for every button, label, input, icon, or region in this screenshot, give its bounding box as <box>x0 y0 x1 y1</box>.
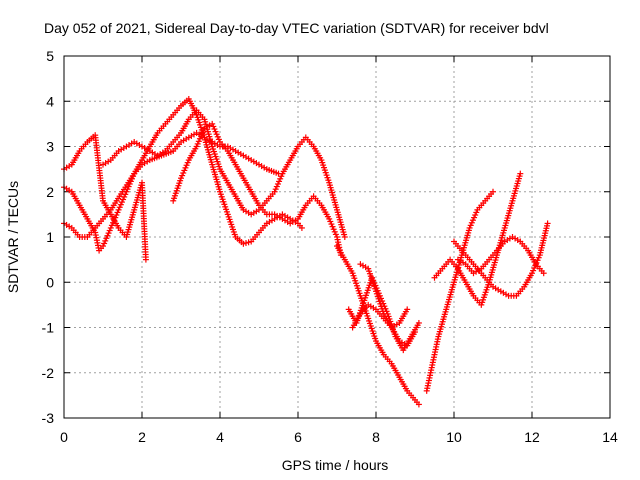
x-tick-label: 14 <box>602 429 618 445</box>
y-tick-label: -2 <box>42 365 55 381</box>
plot-frame <box>63 55 611 419</box>
y-axis-title: SDTVAR / TECUs <box>5 181 21 293</box>
x-tick-label: 0 <box>60 429 68 445</box>
data-point <box>298 224 305 231</box>
series-track-2 <box>61 132 149 263</box>
y-tick-label: -1 <box>42 320 55 336</box>
data-marks <box>61 95 551 408</box>
data-point <box>540 270 547 277</box>
data-point <box>415 401 422 408</box>
data-point <box>341 234 348 240</box>
data-point <box>412 329 418 336</box>
y-tick-label: 2 <box>46 184 54 200</box>
x-tick-label: 2 <box>138 429 146 445</box>
data-point <box>142 256 149 263</box>
y-tick-label: 1 <box>46 229 54 245</box>
x-tick-label: 8 <box>372 429 380 445</box>
data-point <box>544 220 551 227</box>
x-axis-title: GPS time / hours <box>282 457 389 473</box>
y-tick-labels: -3 -2 -1 0 1 2 3 4 5 <box>42 48 55 426</box>
series-track-5 <box>170 120 344 259</box>
x-tick-label: 6 <box>294 429 302 445</box>
series-track-9 <box>349 301 411 331</box>
series-track-11 <box>431 170 524 308</box>
y-tick-label: 5 <box>46 48 54 64</box>
chart-title: Day 052 of 2021, Sidereal Day-to-day VTE… <box>44 20 549 36</box>
x-tick-labels: 0 2 4 6 8 10 12 14 <box>60 429 618 445</box>
y-tick-label: 0 <box>46 274 54 290</box>
y-tick-label: 3 <box>46 139 54 155</box>
data-point <box>415 319 422 326</box>
x-tick-label: 12 <box>524 429 540 445</box>
series-track-4 <box>100 107 348 240</box>
data-point <box>404 306 411 313</box>
series-track-13 <box>454 234 547 277</box>
data-point <box>517 170 524 177</box>
x-tick-label: 4 <box>216 429 224 445</box>
y-tick-label: 4 <box>46 93 54 109</box>
y-tick-label: -3 <box>42 410 55 426</box>
series-track-6 <box>334 243 422 408</box>
grid <box>64 56 610 418</box>
x-tick-label: 10 <box>446 429 462 445</box>
data-point <box>490 188 496 195</box>
